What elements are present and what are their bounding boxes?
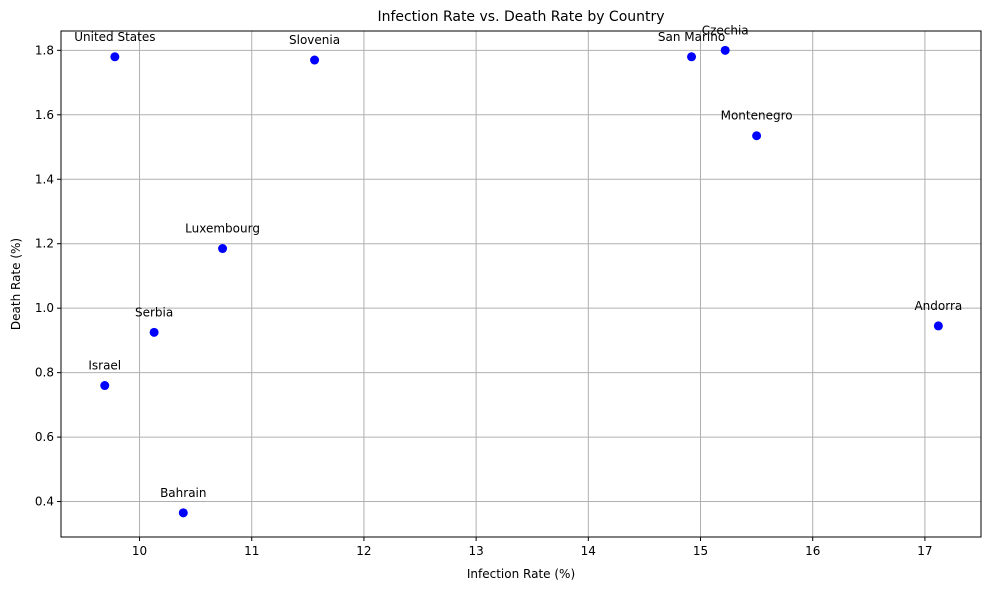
- x-tick-label: 13: [468, 544, 483, 558]
- x-tick-label: 15: [693, 544, 708, 558]
- y-axis-label: Death Rate (%): [9, 238, 23, 330]
- point-label: Luxembourg: [185, 222, 260, 236]
- y-tick-label: 1.6: [35, 108, 54, 122]
- x-tick-label: 12: [356, 544, 371, 558]
- data-point: [687, 52, 697, 62]
- x-axis-label: Infection Rate (%): [467, 567, 575, 581]
- data-point: [110, 52, 120, 62]
- x-tick-label: 17: [917, 544, 932, 558]
- y-tick-label: 1.2: [35, 237, 54, 251]
- point-label: Slovenia: [289, 33, 340, 47]
- x-axis-ticks: 10 11 12 13 14 15 16 17: [132, 537, 933, 558]
- point-label: Andorra: [914, 299, 962, 313]
- y-tick-label: 0.8: [35, 366, 54, 380]
- data-point: [933, 321, 943, 331]
- y-tick-label: 1.8: [35, 43, 54, 57]
- data-point: [178, 508, 188, 518]
- x-tick-label: 10: [132, 544, 147, 558]
- point-label: United States: [74, 30, 155, 44]
- data-point: [752, 131, 762, 141]
- x-tick-label: 14: [581, 544, 596, 558]
- grid: [61, 31, 981, 537]
- y-tick-label: 0.6: [35, 430, 54, 444]
- data-point: [218, 244, 228, 254]
- data-points: [100, 45, 943, 518]
- data-point: [310, 55, 320, 65]
- point-label: San Marino: [658, 30, 725, 44]
- x-tick-label: 11: [244, 544, 259, 558]
- data-point: [100, 381, 110, 391]
- y-tick-label: 1.0: [35, 301, 54, 315]
- data-point: [149, 327, 159, 337]
- point-label: Czechia: [702, 23, 749, 37]
- point-label: Bahrain: [160, 486, 206, 500]
- y-tick-label: 0.4: [35, 495, 54, 509]
- point-label: Montenegro: [721, 109, 793, 123]
- y-axis-ticks: 0.4 0.6 0.8 1.0 1.2 1.4 1.6 1.8: [35, 43, 61, 509]
- plot-frame: [60, 30, 982, 538]
- x-tick-label: 16: [805, 544, 820, 558]
- point-label: Serbia: [135, 305, 173, 319]
- point-label: Israel: [88, 359, 121, 373]
- y-tick-label: 1.4: [35, 172, 54, 186]
- chart-title: Infection Rate vs. Death Rate by Country: [377, 9, 664, 25]
- data-point: [720, 45, 730, 55]
